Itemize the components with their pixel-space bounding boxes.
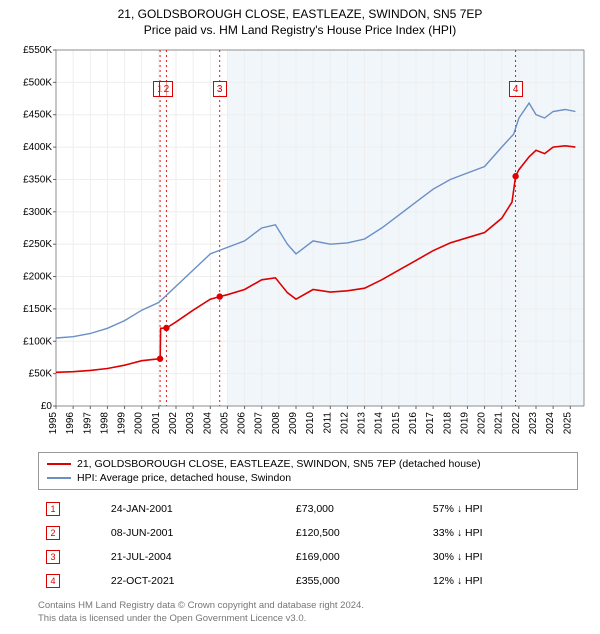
txn-date: 24-JAN-2001 [105,498,288,520]
svg-text:2008: 2008 [271,412,282,435]
legend: 21, GOLDSBOROUGH CLOSE, EASTLEAZE, SWIND… [38,452,578,490]
txn-diff: 33% ↓ HPI [427,522,576,544]
svg-text:£550K: £550K [23,45,52,56]
transaction-table: 1 24-JAN-2001£73,00057% ↓ HPI 2 08-JUN-2001… [38,496,578,594]
legend-swatch-hpi [47,477,71,479]
txn-date: 08-JUN-2001 [105,522,288,544]
txn-diff: 30% ↓ HPI [427,546,576,568]
svg-text:2017: 2017 [425,412,436,435]
svg-text:£50K: £50K [29,369,53,380]
txn-marker: 4 [46,574,60,588]
legend-label-property: 21, GOLDSBOROUGH CLOSE, EASTLEAZE, SWIND… [77,458,481,470]
svg-text:2015: 2015 [391,412,402,435]
svg-text:2011: 2011 [322,412,333,434]
svg-text:£450K: £450K [23,110,52,121]
chart-marker: 2 [159,81,173,97]
chart: £0 £50K £100K £150K £200K £250K £300K £350K £400… [10,44,590,444]
chart-marker: 3 [213,81,227,97]
chart-svg: £0 £50K £100K £150K £200K £250K £300K £350K £400… [10,44,590,444]
svg-text:2003: 2003 [185,412,196,435]
svg-text:£150K: £150K [23,304,52,315]
chart-marker: 4 [509,81,523,97]
svg-text:£500K: £500K [23,78,52,89]
txn-price: £355,000 [290,570,425,592]
svg-text:2020: 2020 [477,412,488,435]
svg-text:2019: 2019 [459,412,470,435]
legend-swatch-property [47,463,71,465]
svg-text:£350K: £350K [23,175,52,186]
legend-item-hpi: HPI: Average price, detached house, Swin… [47,471,569,485]
svg-text:2018: 2018 [442,412,453,435]
svg-text:2023: 2023 [528,412,539,435]
svg-text:2010: 2010 [305,412,316,435]
svg-text:1998: 1998 [99,412,110,435]
txn-marker-cell: 1 [40,498,103,520]
txn-marker: 2 [46,526,60,540]
svg-text:2013: 2013 [357,412,368,435]
legend-label-hpi: HPI: Average price, detached house, Swin… [77,472,291,484]
svg-text:£200K: £200K [23,272,52,283]
txn-diff: 12% ↓ HPI [427,570,576,592]
svg-text:2025: 2025 [562,412,573,435]
svg-text:2024: 2024 [545,412,556,435]
table-row: 4 22-OCT-2021£355,00012% ↓ HPI [40,570,576,592]
txn-date: 21-JUL-2004 [105,546,288,568]
svg-text:1999: 1999 [117,412,128,435]
txn-price: £169,000 [290,546,425,568]
svg-text:2022: 2022 [511,412,522,435]
svg-text:£0: £0 [41,401,53,412]
table-row: 3 21-JUL-2004£169,00030% ↓ HPI [40,546,576,568]
txn-price: £73,000 [290,498,425,520]
svg-text:2006: 2006 [237,412,248,435]
svg-text:2009: 2009 [288,412,299,435]
svg-text:2004: 2004 [202,412,213,435]
title-address: 21, GOLDSBOROUGH CLOSE, EASTLEAZE, SWIND… [10,6,590,22]
txn-diff: 57% ↓ HPI [427,498,576,520]
svg-text:2002: 2002 [168,412,179,435]
svg-text:2005: 2005 [219,412,230,435]
svg-text:2001: 2001 [151,412,162,435]
svg-text:2014: 2014 [374,412,385,435]
legend-item-property: 21, GOLDSBOROUGH CLOSE, EASTLEAZE, SWIND… [47,457,569,471]
svg-text:2007: 2007 [254,412,265,435]
txn-marker-cell: 2 [40,522,103,544]
txn-marker-cell: 4 [40,570,103,592]
footer-line1: Contains HM Land Registry data © Crown c… [38,600,590,613]
chart-container: 21, GOLDSBOROUGH CLOSE, EASTLEAZE, SWIND… [0,0,600,634]
title-block: 21, GOLDSBOROUGH CLOSE, EASTLEAZE, SWIND… [10,6,590,38]
svg-text:£400K: £400K [23,142,52,153]
svg-text:£300K: £300K [23,207,52,218]
table-row: 1 24-JAN-2001£73,00057% ↓ HPI [40,498,576,520]
svg-text:£100K: £100K [23,337,52,348]
table-row: 2 08-JUN-2001£120,50033% ↓ HPI [40,522,576,544]
svg-text:1995: 1995 [48,412,59,435]
txn-marker: 3 [46,550,60,564]
txn-marker: 1 [46,502,60,516]
svg-text:2016: 2016 [408,412,419,435]
txn-date: 22-OCT-2021 [105,570,288,592]
svg-text:2021: 2021 [494,412,505,435]
svg-text:1996: 1996 [65,412,76,435]
footer: Contains HM Land Registry data © Crown c… [38,600,590,626]
title-subtitle: Price paid vs. HM Land Registry's House … [10,22,590,38]
txn-marker-cell: 3 [40,546,103,568]
txn-price: £120,500 [290,522,425,544]
svg-text:2012: 2012 [339,412,350,435]
svg-text:1997: 1997 [82,412,93,435]
svg-text:2000: 2000 [134,412,145,435]
svg-text:£250K: £250K [23,240,52,251]
